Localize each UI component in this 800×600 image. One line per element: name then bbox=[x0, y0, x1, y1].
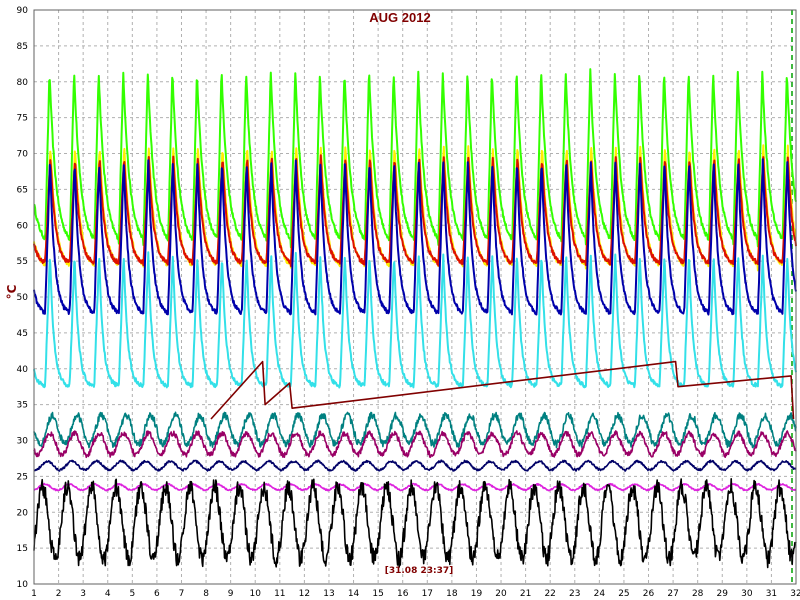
y-tick-55: 55 bbox=[17, 257, 28, 267]
y-tick-40: 40 bbox=[17, 365, 29, 375]
x-tick-27: 27 bbox=[667, 589, 678, 599]
y-tick-50: 50 bbox=[17, 293, 29, 303]
x-tick-16: 16 bbox=[397, 589, 409, 599]
x-tick-11: 11 bbox=[274, 589, 285, 599]
series-line-3 bbox=[33, 154, 797, 267]
y-axis-label: °C bbox=[5, 284, 19, 299]
plot-frame bbox=[33, 9, 797, 585]
x-tick-25: 25 bbox=[618, 589, 629, 599]
chart-title: AUG 2012 bbox=[369, 10, 430, 25]
series-line-11 bbox=[210, 360, 795, 420]
x-tick-2: 2 bbox=[56, 589, 62, 599]
timestamp-label: [31.08 23:37] bbox=[385, 566, 453, 576]
x-tick-5: 5 bbox=[129, 589, 135, 599]
x-tick-labels: 1 2 3 4 5 6 7 8 9 10 11 12 13 14 15 16 17 18 19 20 21 22 23 24 2… bbox=[31, 589, 800, 599]
y-tick-labels: 10 15 20 25 30 35 40 45 50 55 60 65 70 75 80 85 90 bbox=[17, 6, 29, 590]
x-tick-8: 8 bbox=[203, 589, 209, 599]
y-tick-35: 35 bbox=[17, 401, 28, 411]
x-tick-12: 12 bbox=[299, 589, 310, 599]
y-tick-75: 75 bbox=[17, 114, 28, 124]
x-tick-32: 32 bbox=[790, 589, 800, 599]
y-tick-20: 20 bbox=[17, 508, 29, 518]
series-line-7 bbox=[33, 430, 797, 459]
x-tick-14: 14 bbox=[348, 589, 360, 599]
y-tick-45: 45 bbox=[17, 329, 28, 339]
y-tick-90: 90 bbox=[17, 6, 29, 16]
x-tick-15: 15 bbox=[372, 589, 383, 599]
x-tick-19: 19 bbox=[471, 589, 483, 599]
x-tick-13: 13 bbox=[323, 589, 334, 599]
x-tick-22: 22 bbox=[544, 589, 555, 599]
x-tick-20: 20 bbox=[495, 589, 507, 599]
x-tick-28: 28 bbox=[692, 589, 704, 599]
y-tick-65: 65 bbox=[17, 185, 28, 195]
x-tick-9: 9 bbox=[228, 589, 234, 599]
x-tick-1: 1 bbox=[31, 589, 37, 599]
series-layer bbox=[33, 68, 797, 569]
x-tick-7: 7 bbox=[179, 589, 185, 599]
y-tick-60: 60 bbox=[17, 221, 29, 231]
x-tick-3: 3 bbox=[80, 589, 86, 599]
series-line-9 bbox=[33, 482, 797, 492]
y-tick-15: 15 bbox=[17, 544, 28, 554]
x-tick-10: 10 bbox=[249, 589, 261, 599]
x-tick-17: 17 bbox=[422, 589, 433, 599]
x-tick-4: 4 bbox=[105, 589, 111, 599]
series-line-10 bbox=[33, 478, 797, 569]
x-tick-29: 29 bbox=[717, 589, 729, 599]
x-tick-18: 18 bbox=[446, 589, 458, 599]
x-tick-21: 21 bbox=[520, 589, 531, 599]
y-tick-25: 25 bbox=[17, 472, 28, 482]
y-tick-85: 85 bbox=[17, 42, 28, 52]
y-tick-80: 80 bbox=[17, 78, 29, 88]
series-line-5 bbox=[33, 251, 797, 389]
series-line-6 bbox=[33, 411, 797, 449]
x-tick-6: 6 bbox=[154, 589, 160, 599]
y-tick-30: 30 bbox=[17, 437, 29, 447]
series-line-1 bbox=[33, 68, 797, 249]
x-tick-23: 23 bbox=[569, 589, 580, 599]
y-tick-70: 70 bbox=[17, 150, 29, 160]
x-tick-30: 30 bbox=[741, 589, 753, 599]
x-tick-31: 31 bbox=[766, 589, 777, 599]
series-line-8 bbox=[33, 459, 797, 472]
y-tick-10: 10 bbox=[17, 580, 29, 590]
series-line-4 bbox=[33, 158, 797, 316]
x-tick-24: 24 bbox=[594, 589, 606, 599]
x-tick-26: 26 bbox=[643, 589, 655, 599]
